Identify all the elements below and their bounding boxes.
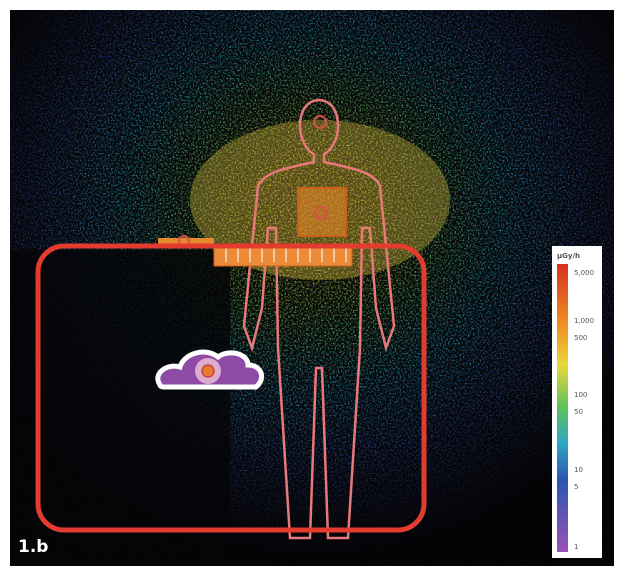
colorbar-tick: 500 xyxy=(574,334,587,342)
colorbar: µGy/h 5,000 1,000 500 100 50 10 5 1 xyxy=(552,246,602,558)
colorbar-tick: 1,000 xyxy=(574,317,594,325)
colorbar-tick: 5 xyxy=(574,483,578,491)
colorbar-tick: 100 xyxy=(574,391,587,399)
table-grid xyxy=(213,243,353,267)
colorbar-tick: 50 xyxy=(574,408,583,416)
source xyxy=(201,364,215,378)
table-edge xyxy=(158,238,214,244)
colorbar-title: µGy/h xyxy=(557,252,580,260)
colorbar-scale xyxy=(557,264,568,552)
body-outline xyxy=(242,98,396,540)
dosimeter-box xyxy=(297,187,347,237)
colorbar-tick: 5,000 xyxy=(574,269,594,277)
colorbar-tick: 10 xyxy=(574,466,583,474)
shadow xyxy=(10,250,230,566)
highlight-frame xyxy=(35,243,427,533)
marker xyxy=(313,115,327,129)
marker xyxy=(314,206,328,220)
panel-label: 1.b xyxy=(18,537,48,557)
colorbar-tick: 1 xyxy=(574,543,578,551)
